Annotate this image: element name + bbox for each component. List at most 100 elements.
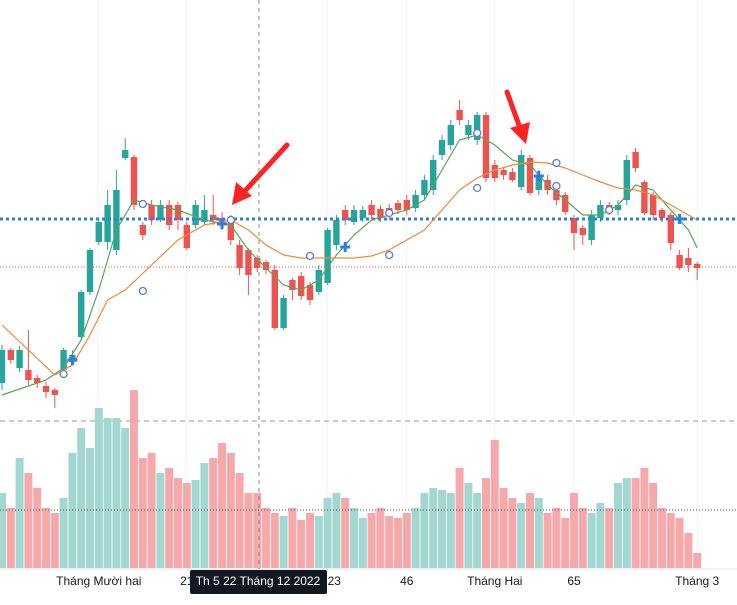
candle-body (306, 285, 314, 300)
volume-bar (385, 516, 394, 568)
volume-bar (394, 518, 402, 568)
candle-body (342, 210, 349, 220)
candle-body (245, 250, 252, 275)
volume-bar (191, 480, 200, 568)
candle-body (685, 258, 692, 265)
volume-bar (103, 418, 112, 568)
cross-circle (385, 250, 394, 260)
volume-bar (112, 418, 121, 568)
volume-bar (614, 483, 622, 568)
candle-body (430, 160, 437, 190)
candle-body (166, 205, 173, 225)
volume-bar (358, 518, 367, 568)
volume-bar (666, 513, 675, 568)
volume-bar (578, 508, 587, 568)
candle-body (359, 210, 366, 218)
candle-body (289, 280, 296, 290)
x-tick-label: Tháng Mười hai (56, 574, 141, 588)
volume-bar (570, 493, 578, 568)
volume-bar (50, 513, 59, 568)
volume-bar (693, 553, 702, 568)
volume-bar (86, 448, 94, 568)
arrow (241, 142, 290, 195)
volume-bar (33, 488, 42, 568)
cross-circle (138, 199, 147, 209)
volume-bar (490, 440, 499, 568)
volume-bar (306, 513, 314, 568)
volume-bar (244, 493, 253, 568)
volume-bar (473, 493, 482, 568)
candle-body (183, 225, 190, 248)
candle-body (157, 205, 164, 220)
volume-pane (0, 390, 737, 568)
candle-body (579, 228, 586, 235)
candle-body (139, 225, 146, 235)
volume-bar (640, 468, 649, 568)
candle-body (254, 258, 261, 268)
volume-bar (323, 498, 332, 568)
candle-body (456, 110, 463, 120)
volume-bar (350, 508, 358, 568)
volume-bar (270, 513, 279, 568)
volume-bar (288, 508, 297, 568)
crosshair-label: Th 5 22 Tháng 12 2022 (196, 574, 321, 588)
volume-bar (429, 488, 438, 568)
candle-body (482, 115, 490, 178)
candle-body (641, 182, 648, 213)
candle-body (412, 195, 419, 208)
candle-body (315, 270, 322, 292)
candle-body (148, 205, 155, 220)
volume-bar (631, 478, 640, 568)
volume-bar (455, 468, 464, 568)
candle-body (34, 378, 41, 383)
candle-body (623, 160, 630, 200)
volume-bar (508, 498, 517, 568)
candle-body (676, 255, 683, 268)
volume-bar (420, 493, 429, 568)
candle-body (694, 264, 701, 268)
volume-bar (24, 473, 33, 568)
volume-bar (297, 520, 306, 568)
candle-body (368, 205, 375, 215)
cross-circle (138, 286, 147, 296)
cross-marker (217, 219, 227, 229)
candle-body (553, 190, 560, 200)
volume-bar (77, 428, 86, 568)
volume-bar (174, 478, 182, 568)
candle-body (333, 220, 340, 245)
cross-marker (67, 355, 78, 365)
volume-bar (526, 493, 534, 568)
candle-body (42, 386, 50, 392)
candle-body (60, 350, 67, 370)
cross-circle (305, 251, 315, 261)
cross-circle (59, 369, 68, 379)
candle-body (447, 125, 454, 145)
volume-bar (341, 498, 350, 568)
candle-body (192, 205, 199, 225)
candle-body (95, 222, 102, 242)
volume-bar (121, 428, 130, 568)
candle-body (350, 210, 358, 222)
cross-marker (533, 171, 544, 181)
volume-bar (552, 508, 561, 568)
cross-circle (552, 181, 561, 191)
candle-body (632, 152, 639, 168)
candle-body (667, 215, 674, 243)
candle-body (51, 390, 58, 395)
arrow-head (510, 122, 530, 144)
x-tick-label: 46 (400, 574, 414, 588)
candle-body (491, 165, 498, 178)
candle-body (86, 250, 94, 292)
candle-body (280, 298, 287, 328)
x-tick-label: Tháng 3 (675, 574, 719, 588)
cross-circle (473, 183, 482, 193)
cross-circle (385, 208, 394, 218)
volume-bar (42, 508, 50, 568)
arrow (504, 89, 523, 131)
time-axis: Tháng Mười hai 21 2023 46 Tháng Hai 65 Tháng 3 (56, 574, 719, 588)
candle-body (324, 230, 331, 283)
volume-bar (411, 508, 420, 568)
volume-bar (517, 503, 526, 568)
candle-body (210, 215, 217, 220)
